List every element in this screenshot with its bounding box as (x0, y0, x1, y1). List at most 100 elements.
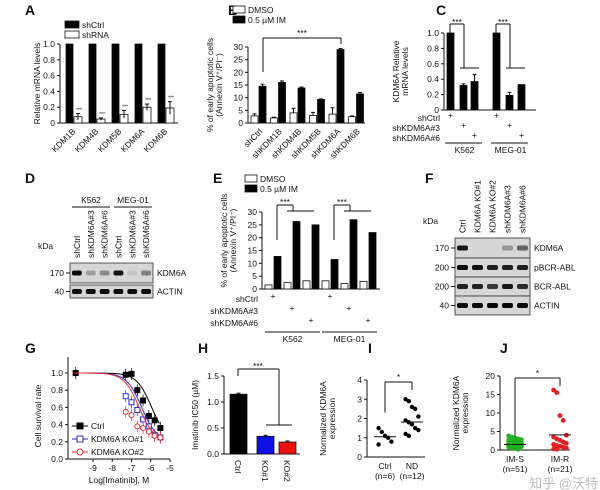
y-tick-label: 3 (357, 394, 362, 404)
x-tick-label: KDM1B (50, 126, 78, 154)
blot-band (127, 289, 138, 294)
group-label: MEG-01 (334, 334, 366, 344)
data-point (409, 422, 415, 427)
bar-dmso (309, 115, 317, 124)
x-tick-label: -5 (166, 463, 174, 473)
lane-label: shKDM6A#3 (86, 210, 96, 258)
band-label: BCR-ABL (534, 282, 571, 292)
data-point (564, 440, 569, 446)
panel-letter: I (368, 340, 372, 356)
bar-im (278, 82, 286, 124)
plus-marker: + (347, 303, 352, 313)
y-tick-label: 0 (490, 445, 495, 455)
data-point (389, 439, 394, 444)
kda-marker: 170 (50, 268, 64, 278)
plus-marker: + (448, 110, 453, 120)
data-point (122, 371, 129, 378)
legend-swatch (64, 30, 80, 39)
x-tick-label: KDM5B (96, 126, 124, 154)
bar-dmso (289, 112, 298, 124)
data-point (413, 406, 418, 412)
blot-band (113, 270, 124, 276)
y-tick-label: 15 (248, 246, 258, 256)
blot-band (487, 284, 498, 289)
data-point (157, 434, 164, 441)
data-point (140, 425, 147, 432)
kda-marker: 200 (435, 263, 449, 273)
data-point (145, 428, 152, 435)
blot-band (457, 265, 468, 270)
blot-band (457, 245, 468, 251)
y-tick-label: 0.8 (51, 385, 63, 395)
significance-stars: *** (498, 17, 509, 27)
panel-letter: F (425, 170, 434, 186)
row-label: shKDM6A#6 (210, 318, 258, 328)
lane-label: shKDM6A#6 (100, 210, 110, 258)
blot-band (517, 303, 528, 308)
blot-band (517, 245, 528, 251)
blot-band (472, 284, 483, 289)
lane-label: shKDM6A#3 (127, 210, 137, 258)
legend-swatch (64, 20, 80, 29)
blot-band (99, 289, 110, 294)
y-tick-label: 0.0 (51, 454, 63, 464)
row-label: shCtrl (236, 294, 258, 304)
plus-marker: + (507, 120, 512, 130)
blot-band (141, 270, 151, 276)
bar-im (368, 232, 377, 290)
y-axis-label: Imatinib IC50 (µM) (190, 380, 200, 450)
data-point (403, 431, 408, 437)
watermark: 知乎 @沃特 (529, 476, 598, 490)
significance-stars: *** (145, 98, 151, 104)
plus-marker: + (494, 110, 499, 120)
y-tick-label: 15 (234, 80, 244, 90)
bar-im (336, 49, 345, 124)
plus-marker: + (309, 315, 314, 325)
bar (256, 435, 275, 455)
fit-curve-2 (73, 372, 160, 438)
data-point (406, 433, 411, 439)
y-tick-label: 25 (234, 55, 244, 65)
data-point (560, 418, 566, 423)
lane-label: KDM6A KO#1 (473, 180, 483, 233)
data-point (551, 387, 556, 393)
y-axis-label: (Annexin V⁺/PI⁻) (228, 208, 238, 272)
legend-label: Ctrl (91, 421, 104, 431)
data-point (151, 432, 158, 439)
significance-stars: *** (280, 197, 291, 207)
band-label: pBCR-ABL (534, 263, 576, 273)
group-label: K562 (283, 334, 303, 344)
bar-im (273, 256, 282, 290)
data-point (409, 404, 415, 410)
plus-marker: + (366, 315, 371, 325)
bar-im (317, 99, 325, 124)
y-tick-label: 0 (252, 284, 257, 294)
blot-band (457, 303, 468, 308)
legend-label: 0.5 µM IM (248, 15, 286, 25)
sample-count: (n=12) (400, 471, 425, 481)
data-point (416, 414, 421, 419)
legend-label: DMSO (260, 174, 286, 184)
data-point (554, 446, 560, 452)
legend-label: DMSO (248, 5, 274, 15)
x-tick-label: -9 (89, 463, 97, 473)
blot-band (85, 270, 96, 276)
y-axis-label: % of early apoptotic cells (219, 193, 229, 287)
significance-stars: *** (168, 96, 174, 102)
y-tick-label: 0 (434, 105, 439, 115)
blot-band (487, 303, 498, 308)
x-tick-label: IM-R (551, 454, 569, 464)
bar (505, 94, 514, 111)
blot-band (99, 270, 110, 276)
y-tick-label: 0 (238, 118, 243, 128)
y-tick-label: 0.6 (427, 59, 439, 69)
data-point (554, 390, 560, 396)
blot-band (127, 270, 138, 276)
y-tick-label: 25 (248, 220, 258, 230)
data-point (519, 437, 524, 443)
y-axis-label: % of early apoptotic cells (205, 38, 215, 132)
x-tick-label: -8 (108, 463, 116, 473)
row-label: shKDM6A#6 (392, 133, 440, 143)
y-tick-label: 20 (234, 67, 244, 77)
y-tick-label: 0 (357, 452, 362, 462)
